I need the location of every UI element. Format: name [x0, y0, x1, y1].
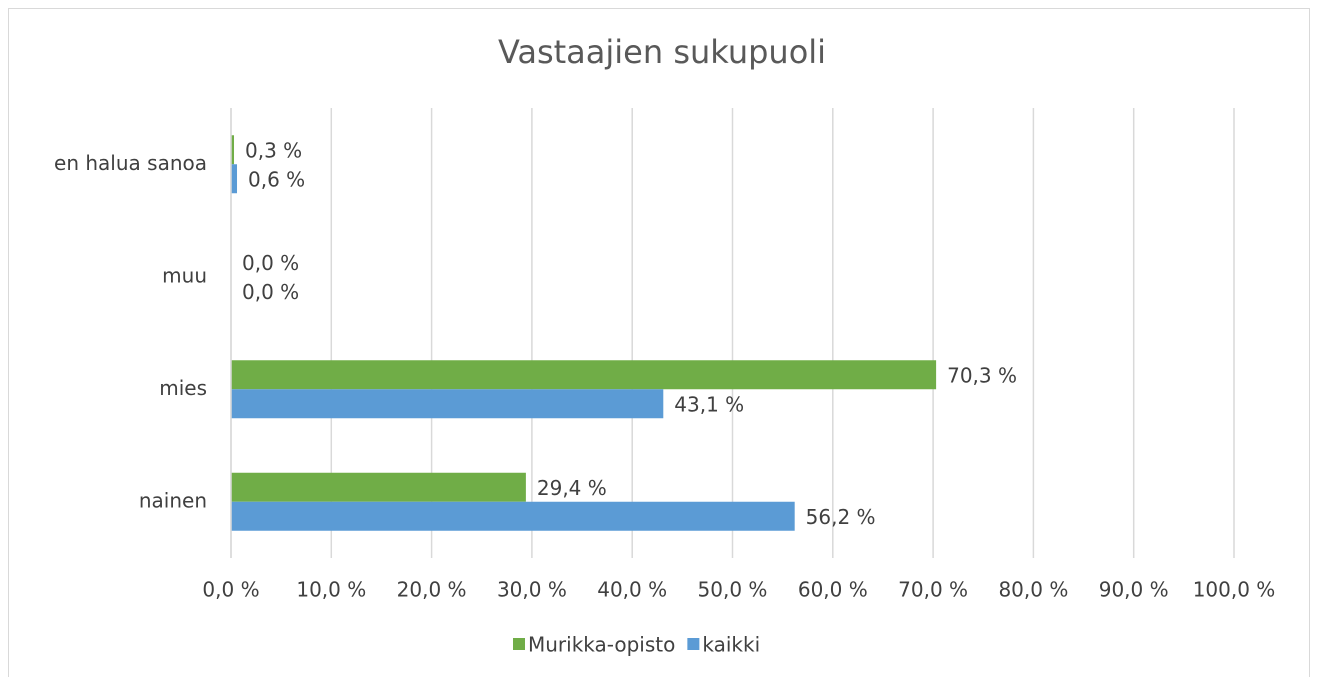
- y-tick-label: mies: [159, 376, 207, 400]
- x-tick-label: 80,0 %: [998, 578, 1068, 602]
- value-label: 0,0 %: [242, 251, 299, 275]
- value-label: 56,2 %: [806, 505, 876, 529]
- y-tick-label: en halua sanoa: [54, 151, 207, 175]
- legend-swatch: [687, 638, 700, 650]
- x-tick-label: 100,0 %: [1193, 578, 1276, 602]
- value-label: 29,4 %: [537, 476, 607, 500]
- x-tick-label: 50,0 %: [698, 578, 768, 602]
- value-label: 70,3 %: [947, 363, 1017, 387]
- bar: [231, 135, 235, 165]
- x-tick-label: 10,0 %: [296, 578, 366, 602]
- chart-title: Vastaajien sukupuoli: [498, 33, 826, 71]
- y-tick-label: muu: [162, 263, 207, 287]
- value-label: 0,3 %: [245, 138, 302, 162]
- bar: [231, 164, 238, 194]
- x-tick-label: 0,0 %: [202, 578, 259, 602]
- value-label: 0,0 %: [242, 280, 299, 304]
- bar: [231, 472, 526, 502]
- x-tick-label: 60,0 %: [798, 578, 868, 602]
- legend-label: Murikka-opisto: [528, 633, 675, 657]
- x-tick-label: 30,0 %: [497, 578, 567, 602]
- chart-border: [8, 8, 1310, 677]
- x-tick-label: 20,0 %: [397, 578, 467, 602]
- legend-swatch: [513, 638, 525, 650]
- x-tick-label: 70,0 %: [898, 578, 968, 602]
- value-label: 43,1 %: [674, 392, 744, 416]
- bar: [231, 389, 664, 419]
- x-tick-label: 90,0 %: [1099, 578, 1169, 602]
- bar: [231, 501, 795, 531]
- bar: [231, 360, 937, 390]
- legend-label: kaikki: [702, 633, 760, 657]
- value-label: 0,6 %: [248, 167, 305, 191]
- x-tick-label: 40,0 %: [597, 578, 667, 602]
- y-tick-label: nainen: [139, 488, 207, 512]
